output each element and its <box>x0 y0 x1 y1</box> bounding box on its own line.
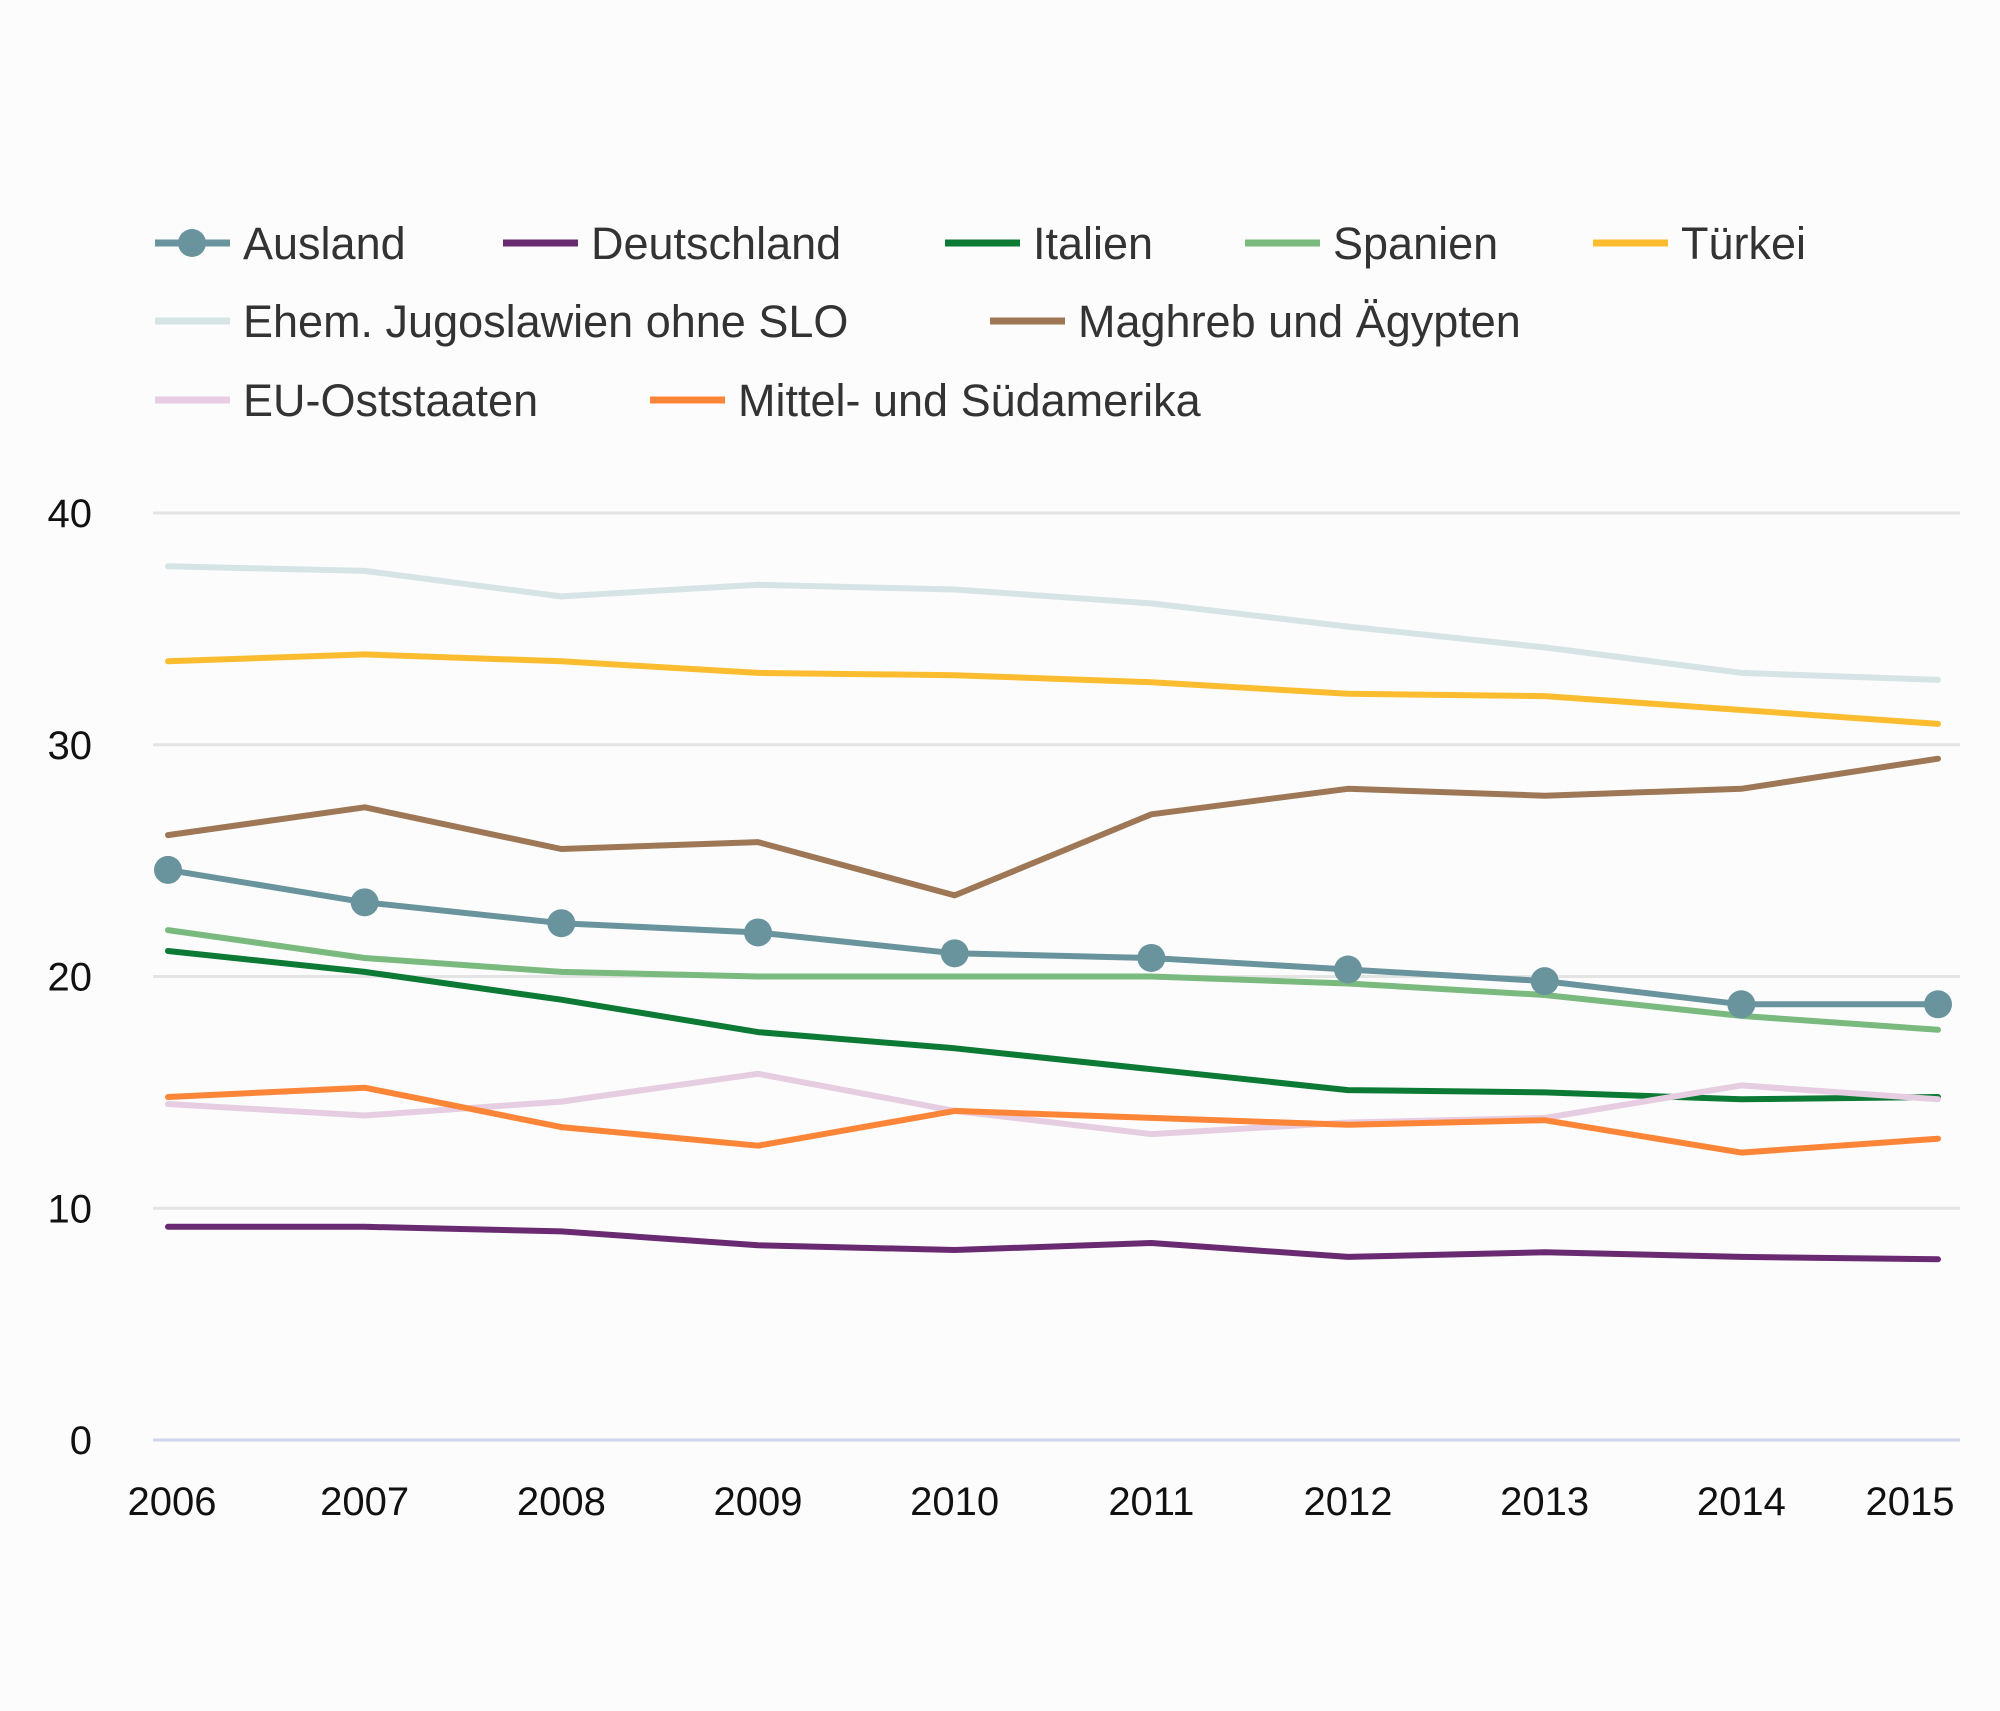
data-point <box>940 939 969 968</box>
x-tick-label: 2010 <box>910 1480 999 1524</box>
legend-item-tuerkei: Türkei <box>1593 218 1806 269</box>
x-tick-label: 2007 <box>320 1480 409 1524</box>
series-line-ehem-jugoslawien-ohne-slo <box>165 563 1941 683</box>
series-deutschland <box>165 1223 1941 1263</box>
legend-item-ehem-jugoslawien-ohne-slo: Ehem. Jugoslawien ohne SLO <box>155 296 848 347</box>
x-tick-label: 2008 <box>517 1480 606 1524</box>
series-layer <box>154 563 1952 1263</box>
legend-item-eu-oststaaten: EU-Oststaaten <box>155 375 538 426</box>
series-maghreb-und-aegypten <box>165 755 1941 899</box>
data-point <box>350 888 379 917</box>
x-tick-label: 2014 <box>1697 1480 1786 1524</box>
data-point <box>1334 955 1362 984</box>
legend-label: Mittel- und Südamerika <box>738 375 1202 426</box>
series-line-italien <box>165 948 1941 1103</box>
series-tuerkei <box>165 651 1941 727</box>
legend-label: Ausland <box>243 218 406 269</box>
legend-item-italien: Italien <box>945 218 1153 269</box>
x-tick-label: 2006 <box>128 1480 217 1524</box>
series-line-ausland <box>165 866 1941 1008</box>
legend-item-maghreb-und-aegypten: Maghreb und Ägypten <box>990 296 1521 347</box>
data-point <box>547 909 576 938</box>
series-line-deutschland <box>165 1223 1941 1263</box>
legend-label: Türkei <box>1681 218 1806 269</box>
legend-item-deutschland: Deutschland <box>503 218 841 269</box>
series-spanien <box>165 927 1941 1033</box>
x-tick-label: 2013 <box>1500 1480 1589 1524</box>
y-tick-label: 0 <box>70 1419 92 1463</box>
legend-item-spanien: Spanien <box>1245 218 1498 269</box>
series-line-spanien <box>165 927 1941 1033</box>
y-tick-label: 20 <box>48 956 93 1000</box>
series-italien <box>165 948 1941 1103</box>
legend-marker <box>178 229 206 257</box>
legend-item-ausland: Ausland <box>155 218 406 269</box>
legend-label: Italien <box>1033 218 1153 269</box>
x-tick-label: 2009 <box>714 1480 803 1524</box>
data-point <box>1530 967 1559 996</box>
x-tick-label: 2012 <box>1304 1480 1393 1524</box>
legend-label: Deutschland <box>591 218 841 269</box>
data-point <box>744 918 772 947</box>
series-ausland <box>154 855 1952 1019</box>
data-point <box>1137 943 1166 972</box>
data-point <box>1727 990 1756 1019</box>
legend-label: Spanien <box>1333 218 1498 269</box>
x-tick-label: 2015 <box>1866 1480 1955 1524</box>
legend-label: Ehem. Jugoslawien ohne SLO <box>243 296 848 347</box>
legend: Ausland Deutschland Italien Spanien Türkei Eh… <box>155 218 1806 426</box>
legend-label: Maghreb und Ägypten <box>1078 296 1521 347</box>
series-line-mittel-und-suedamerika <box>165 1084 1941 1156</box>
data-point <box>1924 990 1952 1019</box>
legend-item-mittel-und-suedamerika: Mittel- und Südamerika <box>650 375 1202 426</box>
series-ehem-jugoslawien-ohne-slo <box>165 563 1941 683</box>
y-tick-label: 10 <box>48 1187 93 1231</box>
legend-label: EU-Oststaaten <box>243 375 538 426</box>
series-mittel-und-suedamerika <box>165 1084 1941 1156</box>
series-line-tuerkei <box>165 651 1941 727</box>
y-tick-label: 30 <box>48 724 93 768</box>
data-point <box>154 855 182 884</box>
series-line-maghreb-und-aegypten <box>165 755 1941 899</box>
y-tick-label: 40 <box>48 492 93 536</box>
axis-layer: 0 10 20 30 40 2006 2007 2008 2009 2010 2011 2012 201… <box>48 492 1955 1524</box>
x-tick-label: 2011 <box>1108 1480 1194 1524</box>
